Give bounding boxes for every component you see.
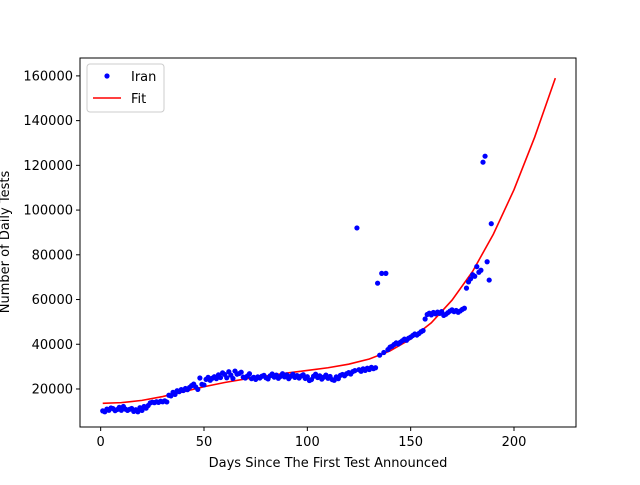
legend-marker-iran [104, 73, 110, 79]
data-point [238, 369, 244, 375]
data-point [304, 374, 310, 380]
data-point [213, 376, 219, 382]
x-axis-label: Days Since The First Test Announced [209, 456, 448, 471]
data-point [480, 159, 486, 165]
x-tick-label: 100 [295, 435, 320, 450]
data-point [482, 153, 488, 159]
data-point [422, 316, 428, 322]
data-point [139, 407, 145, 414]
y-tick-label: 40000 [32, 338, 73, 353]
data-point [164, 399, 170, 405]
data-point [461, 305, 467, 311]
data-point [354, 225, 360, 231]
data-point [197, 375, 203, 381]
x-tick-label: 0 [97, 435, 105, 450]
data-point [224, 375, 230, 381]
x-tick-label: 50 [196, 435, 213, 450]
data-point [201, 382, 207, 388]
data-point [463, 285, 470, 291]
y-tick-label: 100000 [23, 204, 73, 219]
y-tick-label: 160000 [23, 69, 73, 84]
axes-frame [79, 57, 577, 428]
y-tick-label: 140000 [23, 114, 73, 129]
data-point [375, 280, 381, 286]
data-point [284, 372, 290, 378]
data-point [383, 270, 389, 276]
y-tick-label: 120000 [23, 159, 73, 174]
data-point [486, 277, 492, 283]
data-point [230, 375, 236, 382]
y-tick-label: 60000 [32, 293, 73, 308]
data-point [246, 371, 253, 377]
data-point [217, 374, 224, 381]
y-axis-label: Number of Daily Tests [0, 171, 13, 314]
x-tick-label: 150 [398, 435, 423, 450]
data-point [300, 372, 306, 378]
data-point [118, 407, 124, 413]
y-axis: 20000 40000 60000 80000 100000 120000 140000 16… [23, 69, 80, 397]
data-point [379, 270, 385, 276]
data-point [472, 273, 478, 279]
plot-area [100, 77, 557, 415]
data-point [478, 267, 484, 273]
data-point [195, 386, 201, 393]
data-point [439, 309, 445, 315]
x-axis: 0 50 100 150 200 [97, 427, 527, 450]
data-point [352, 368, 358, 374]
data-point [488, 221, 494, 227]
legend-label-fit: Fit [131, 92, 146, 107]
data-point [474, 264, 480, 270]
y-tick-label: 80000 [32, 248, 73, 263]
data-point [372, 365, 379, 371]
data-point [135, 409, 141, 415]
legend: Iran Fit [86, 63, 165, 113]
data-point [468, 276, 474, 282]
data-point [377, 352, 383, 358]
data-point [484, 259, 490, 265]
x-tick-label: 200 [502, 435, 527, 450]
data-point [420, 328, 426, 334]
y-tick-label: 20000 [32, 382, 73, 397]
data-point [381, 349, 387, 356]
legend-label-iran: Iran [131, 70, 156, 85]
